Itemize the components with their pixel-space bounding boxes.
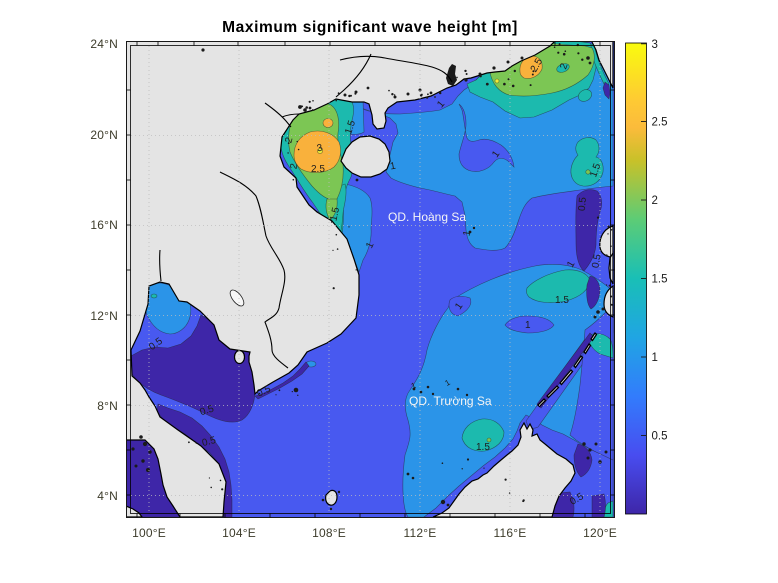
svg-text:1: 1 — [389, 161, 397, 173]
svg-text:24°N: 24°N — [90, 37, 118, 51]
svg-text:QD. Hoàng Sa: QD. Hoàng Sa — [388, 210, 466, 224]
svg-text:112°E: 112°E — [404, 526, 437, 540]
svg-text:104°E: 104°E — [222, 526, 256, 540]
svg-text:1.5: 1.5 — [588, 162, 603, 179]
svg-text:4°N: 4°N — [97, 489, 118, 503]
svg-text:1.5: 1.5 — [652, 274, 668, 286]
svg-text:1: 1 — [364, 240, 377, 250]
svg-text:1: 1 — [410, 381, 418, 391]
svg-text:2.5: 2.5 — [652, 117, 668, 129]
svg-text:100°E: 100°E — [132, 526, 166, 540]
svg-text:1: 1 — [453, 301, 465, 312]
svg-text:1: 1 — [462, 229, 474, 237]
svg-text:0.5: 0.5 — [590, 253, 603, 269]
svg-text:1.5: 1.5 — [343, 119, 358, 136]
svg-text:Maximum significant wave heigh: Maximum significant wave height [m] — [222, 19, 518, 36]
svg-text:2: 2 — [283, 136, 295, 145]
svg-text:1.5: 1.5 — [555, 295, 569, 306]
svg-text:2: 2 — [652, 195, 658, 207]
svg-text:1: 1 — [490, 149, 502, 160]
svg-text:1: 1 — [525, 320, 531, 331]
svg-text:QD. Trường Sa: QD. Trường Sa — [409, 394, 492, 408]
svg-text:20°N: 20°N — [90, 128, 118, 142]
svg-text:3: 3 — [652, 39, 658, 51]
svg-text:1.5: 1.5 — [328, 206, 342, 222]
svg-text:116°E: 116°E — [494, 526, 527, 540]
svg-text:8°N: 8°N — [97, 399, 118, 413]
svg-text:2: 2 — [558, 61, 570, 70]
svg-text:12°N: 12°N — [90, 309, 118, 323]
svg-text:1: 1 — [652, 352, 658, 364]
svg-text:0.5: 0.5 — [255, 384, 273, 400]
svg-text:0.5: 0.5 — [201, 435, 218, 449]
svg-text:1: 1 — [443, 378, 452, 388]
svg-text:108°E: 108°E — [312, 526, 346, 540]
svg-text:0.5: 0.5 — [577, 196, 589, 211]
svg-text:3: 3 — [316, 142, 325, 154]
svg-text:1: 1 — [565, 259, 578, 270]
svg-text:120°E: 120°E — [583, 526, 617, 540]
svg-text:0.5: 0.5 — [652, 431, 668, 443]
svg-text:2.5: 2.5 — [311, 164, 325, 175]
svg-text:0.5: 0.5 — [199, 403, 216, 418]
svg-text:2: 2 — [289, 162, 301, 170]
svg-text:1: 1 — [435, 98, 447, 110]
svg-text:16°N: 16°N — [90, 218, 118, 232]
svg-text:1.5: 1.5 — [476, 442, 490, 453]
